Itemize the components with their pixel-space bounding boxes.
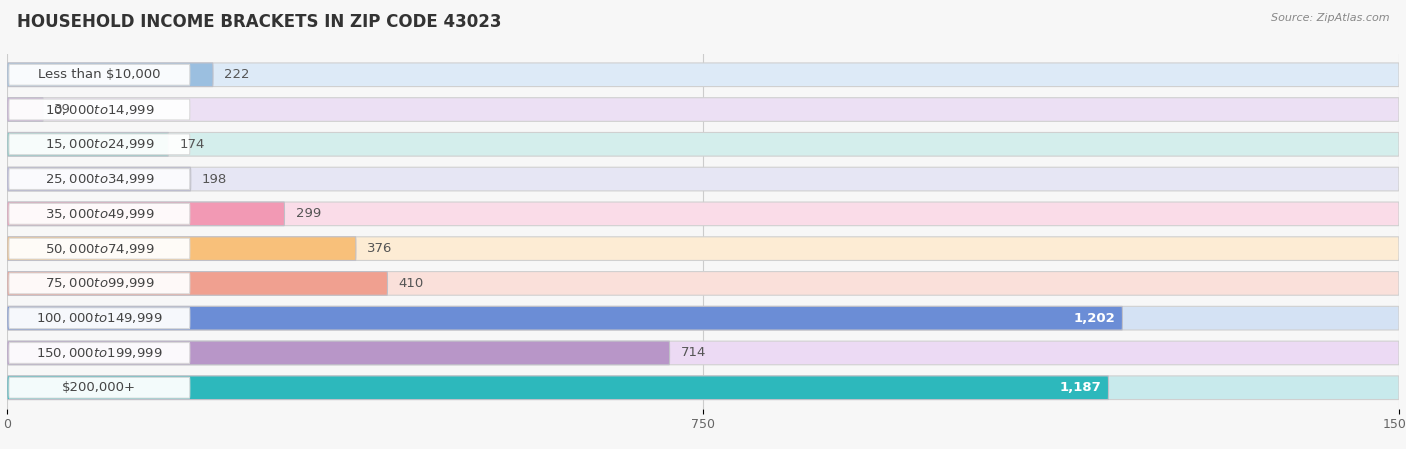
Text: HOUSEHOLD INCOME BRACKETS IN ZIP CODE 43023: HOUSEHOLD INCOME BRACKETS IN ZIP CODE 43… [17,13,502,31]
Text: $15,000 to $24,999: $15,000 to $24,999 [45,137,155,151]
FancyBboxPatch shape [7,98,1399,121]
FancyBboxPatch shape [7,341,669,365]
Text: 1,202: 1,202 [1073,312,1115,325]
FancyBboxPatch shape [7,306,1399,330]
FancyBboxPatch shape [7,167,191,191]
Text: 376: 376 [367,242,392,255]
Text: Less than $10,000: Less than $10,000 [38,68,160,81]
FancyBboxPatch shape [8,308,190,329]
Text: 198: 198 [202,172,228,185]
FancyBboxPatch shape [7,237,1399,260]
FancyBboxPatch shape [8,64,190,85]
FancyBboxPatch shape [7,63,214,87]
Text: 714: 714 [681,347,706,360]
FancyBboxPatch shape [7,376,1399,400]
Text: $25,000 to $34,999: $25,000 to $34,999 [45,172,155,186]
Text: 410: 410 [399,277,423,290]
Text: Source: ZipAtlas.com: Source: ZipAtlas.com [1271,13,1389,23]
Text: 299: 299 [295,207,321,220]
FancyBboxPatch shape [7,202,284,226]
Text: 174: 174 [180,138,205,151]
Text: $75,000 to $99,999: $75,000 to $99,999 [45,277,155,291]
Text: $50,000 to $74,999: $50,000 to $74,999 [45,242,155,255]
FancyBboxPatch shape [7,272,1399,295]
Text: $35,000 to $49,999: $35,000 to $49,999 [45,207,155,221]
Text: 39: 39 [55,103,72,116]
FancyBboxPatch shape [7,63,1399,87]
FancyBboxPatch shape [8,134,190,155]
FancyBboxPatch shape [7,376,1108,400]
FancyBboxPatch shape [7,202,1399,226]
FancyBboxPatch shape [8,169,190,189]
FancyBboxPatch shape [7,272,388,295]
FancyBboxPatch shape [8,99,190,120]
FancyBboxPatch shape [8,273,190,294]
FancyBboxPatch shape [7,237,356,260]
FancyBboxPatch shape [7,167,1399,191]
Text: $200,000+: $200,000+ [62,381,136,394]
FancyBboxPatch shape [7,98,44,121]
FancyBboxPatch shape [8,203,190,224]
Text: $100,000 to $149,999: $100,000 to $149,999 [37,311,163,325]
Text: $150,000 to $199,999: $150,000 to $199,999 [37,346,163,360]
FancyBboxPatch shape [7,132,169,156]
FancyBboxPatch shape [8,377,190,398]
FancyBboxPatch shape [7,341,1399,365]
Text: 222: 222 [224,68,250,81]
FancyBboxPatch shape [7,306,1122,330]
FancyBboxPatch shape [8,343,190,363]
FancyBboxPatch shape [8,238,190,259]
Text: $10,000 to $14,999: $10,000 to $14,999 [45,102,155,117]
FancyBboxPatch shape [7,132,1399,156]
Text: 1,187: 1,187 [1059,381,1101,394]
